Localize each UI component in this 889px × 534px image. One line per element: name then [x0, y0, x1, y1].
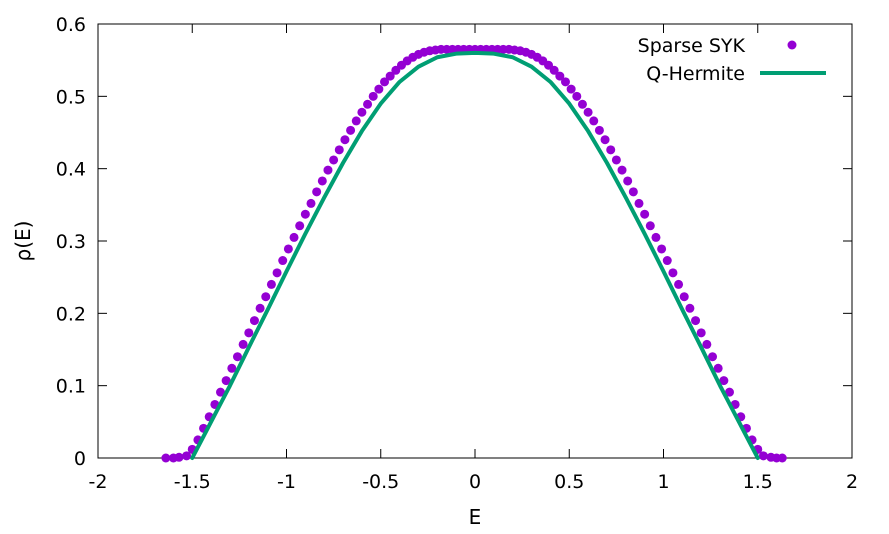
plot-frame: [97, 23, 853, 459]
data-point-sparse-syk: [238, 339, 248, 349]
x-axis-label: E: [469, 505, 482, 529]
legend-label-sparse-syk: Sparse SYK: [638, 35, 746, 57]
data-point-sparse-syk: [708, 352, 718, 362]
data-point-sparse-syk: [351, 116, 361, 126]
data-point-sparse-syk: [182, 451, 192, 461]
x-tick-label: 0: [469, 471, 481, 493]
series-layer: [161, 44, 787, 463]
data-point-sparse-syk: [216, 387, 226, 397]
data-point-sparse-syk: [272, 268, 282, 278]
data-point-sparse-syk: [617, 165, 627, 175]
data-point-sparse-syk: [651, 232, 661, 242]
data-point-sparse-syk: [363, 99, 373, 109]
data-point-sparse-syk: [255, 303, 265, 313]
data-point-sparse-syk: [278, 256, 288, 266]
data-point-sparse-syk: [645, 221, 655, 231]
data-point-sparse-syk: [357, 107, 367, 117]
series-sparse-syk: [161, 44, 787, 463]
data-point-sparse-syk: [323, 165, 333, 175]
data-point-sparse-syk: [657, 244, 667, 254]
data-point-sparse-syk: [249, 316, 259, 326]
data-point-sparse-syk: [174, 452, 184, 462]
x-tick-label: -1: [277, 471, 296, 493]
x-tick-label: 2: [846, 471, 858, 493]
data-point-sparse-syk: [572, 91, 582, 101]
data-point-sparse-syk: [385, 71, 395, 81]
data-point-sparse-syk: [713, 363, 723, 373]
data-point-sparse-syk: [161, 453, 171, 463]
data-point-sparse-syk: [606, 145, 616, 155]
data-point-sparse-syk: [306, 198, 316, 208]
data-point-sparse-syk: [674, 279, 684, 289]
data-point-sparse-syk: [368, 91, 378, 101]
data-point-sparse-syk: [300, 209, 310, 219]
data-point-sparse-syk: [244, 328, 254, 338]
data-point-sparse-syk: [227, 363, 237, 373]
data-point-sparse-syk: [719, 376, 729, 386]
data-point-sparse-syk: [560, 77, 570, 87]
data-point-sparse-syk: [668, 268, 678, 278]
data-point-sparse-syk: [317, 176, 327, 186]
axis-ticks: [97, 23, 853, 459]
x-tick-label: -0.5: [362, 471, 399, 493]
data-point-sparse-syk: [691, 316, 701, 326]
data-point-sparse-syk: [329, 155, 339, 165]
data-point-sparse-syk: [702, 339, 712, 349]
data-point-sparse-syk: [577, 99, 587, 109]
y-tick-label: 0.4: [56, 159, 86, 181]
x-tick-label: 1: [657, 471, 669, 493]
data-point-sparse-syk: [662, 256, 672, 266]
y-axis-label: ρ(E): [11, 221, 35, 262]
data-point-sparse-syk: [334, 145, 344, 155]
data-point-sparse-syk: [758, 451, 768, 461]
data-point-sparse-syk: [600, 135, 610, 145]
y-tick-label: 0: [74, 448, 86, 470]
data-point-sparse-syk: [696, 328, 706, 338]
data-point-sparse-syk: [346, 125, 356, 135]
data-point-sparse-syk: [566, 84, 576, 94]
y-tick-label: 0.2: [56, 303, 86, 325]
data-point-sparse-syk: [611, 155, 621, 165]
data-point-sparse-syk: [380, 77, 390, 87]
data-point-sparse-syk: [289, 232, 299, 242]
series-line-q-hermite: [190, 50, 760, 460]
data-point-sparse-syk: [340, 135, 350, 145]
y-tick-label: 0.3: [56, 231, 86, 253]
data-point-sparse-syk: [312, 187, 322, 197]
data-point-sparse-syk: [232, 352, 242, 362]
data-point-sparse-syk: [283, 244, 293, 254]
y-tick-label: 0.6: [56, 14, 86, 36]
x-tick-label: -2: [89, 471, 108, 493]
data-point-sparse-syk: [589, 116, 599, 126]
data-point-sparse-syk: [295, 221, 305, 231]
data-point-sparse-syk: [623, 176, 633, 186]
data-point-sparse-syk: [261, 292, 271, 302]
x-tick-label: 1.5: [743, 471, 773, 493]
data-point-sparse-syk: [679, 292, 689, 302]
data-point-sparse-syk: [266, 279, 276, 289]
data-point-sparse-syk: [374, 84, 384, 94]
y-tick-labels: 0 0.1 0.2 0.3 0.4 0.5 0.6: [56, 14, 86, 470]
data-point-sparse-syk: [634, 198, 644, 208]
legend-label-q-hermite: Q-Hermite: [646, 63, 745, 85]
data-point-sparse-syk: [777, 453, 787, 463]
y-tick-label: 0.5: [56, 86, 86, 108]
data-point-sparse-syk: [221, 376, 231, 386]
y-tick-label: 0.1: [56, 376, 86, 398]
legend: Sparse SYK Q-Hermite: [638, 35, 826, 85]
data-point-sparse-syk: [628, 187, 638, 197]
x-tick-labels: -2 -1.5 -1 -0.5 0 0.5 1 1.5 2: [89, 471, 859, 493]
data-point-sparse-syk: [583, 107, 593, 117]
x-tick-label: -1.5: [174, 471, 211, 493]
data-point-sparse-syk: [685, 303, 695, 313]
data-point-sparse-syk: [594, 125, 604, 135]
legend-marker-sparse-syk: [787, 40, 797, 50]
data-point-sparse-syk: [724, 387, 734, 397]
data-point-sparse-syk: [549, 65, 559, 75]
data-point-sparse-syk: [555, 71, 565, 81]
data-point-sparse-syk: [640, 209, 650, 219]
x-tick-label: 0.5: [554, 471, 584, 493]
